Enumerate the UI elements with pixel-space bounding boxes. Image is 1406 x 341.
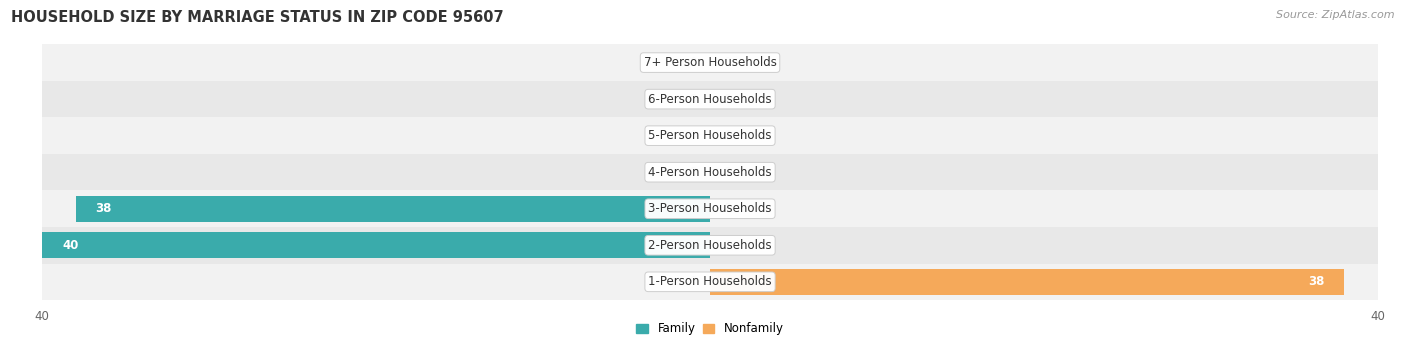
Text: 0: 0 <box>723 56 731 69</box>
Bar <box>42 154 1378 191</box>
Bar <box>42 233 710 258</box>
Text: 0: 0 <box>689 56 696 69</box>
Bar <box>42 191 1378 227</box>
Bar <box>42 81 1378 117</box>
Bar <box>42 264 1378 300</box>
Text: 0: 0 <box>689 93 696 106</box>
Text: 6-Person Households: 6-Person Households <box>648 93 772 106</box>
Text: 5-Person Households: 5-Person Households <box>648 129 772 142</box>
Text: 0: 0 <box>723 202 731 215</box>
Bar <box>710 269 1344 295</box>
Text: 2-Person Households: 2-Person Households <box>648 239 772 252</box>
Text: 3-Person Households: 3-Person Households <box>648 202 772 215</box>
Legend: Family, Nonfamily: Family, Nonfamily <box>631 318 789 340</box>
Text: 40: 40 <box>62 239 79 252</box>
Bar <box>42 44 1378 81</box>
Text: 0: 0 <box>689 275 696 288</box>
Text: 38: 38 <box>96 202 112 215</box>
Text: 7+ Person Households: 7+ Person Households <box>644 56 776 69</box>
Bar <box>76 196 710 222</box>
Text: 0: 0 <box>723 129 731 142</box>
Text: 0: 0 <box>723 239 731 252</box>
Text: 0: 0 <box>689 166 696 179</box>
Bar <box>42 117 1378 154</box>
Text: 0: 0 <box>723 166 731 179</box>
Text: 0: 0 <box>689 129 696 142</box>
Bar <box>42 227 1378 264</box>
Text: HOUSEHOLD SIZE BY MARRIAGE STATUS IN ZIP CODE 95607: HOUSEHOLD SIZE BY MARRIAGE STATUS IN ZIP… <box>11 10 503 25</box>
Text: 38: 38 <box>1308 275 1324 288</box>
Text: 4-Person Households: 4-Person Households <box>648 166 772 179</box>
Text: 1-Person Households: 1-Person Households <box>648 275 772 288</box>
Text: 0: 0 <box>723 93 731 106</box>
Text: Source: ZipAtlas.com: Source: ZipAtlas.com <box>1277 10 1395 20</box>
